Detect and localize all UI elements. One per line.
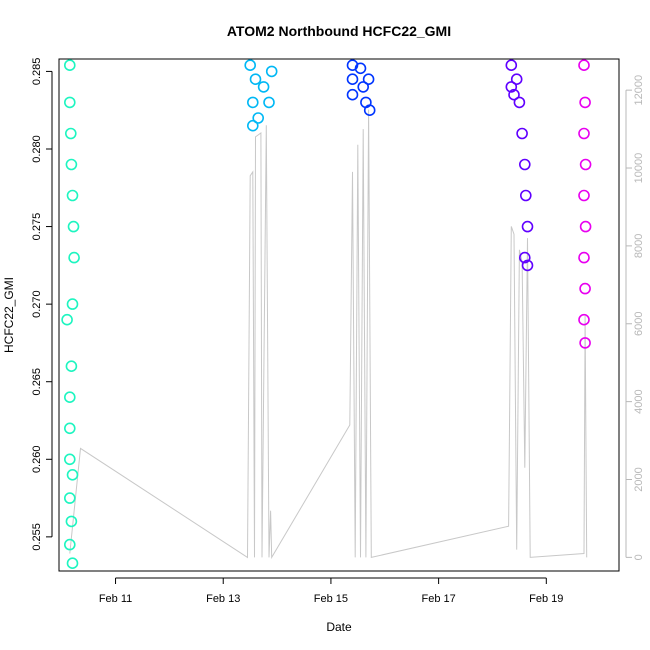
data-point-series-1 (66, 557, 79, 570)
data-point-series-1 (64, 453, 76, 466)
data-point-series-3 (362, 73, 375, 85)
data-point-series-1 (64, 492, 76, 504)
data-point-series-1 (64, 96, 76, 109)
data-point-series-5 (578, 189, 590, 202)
data-point-series-5 (579, 96, 591, 109)
data-point-series-4 (505, 81, 518, 93)
y-tick-label: 0.260 (31, 446, 43, 474)
data-point-series-1 (64, 391, 76, 404)
data-point-series-2 (263, 96, 275, 109)
data-point-series-2 (265, 65, 278, 78)
y2-tick-label: 0 (633, 554, 645, 560)
data-point-series-5 (578, 59, 590, 71)
y2-tick-label: 4000 (633, 389, 645, 413)
y-tick-label: 0.285 (31, 58, 43, 86)
data-point-series-2 (252, 112, 265, 124)
data-point-series-4 (505, 59, 518, 71)
y2-tick-label: 8000 (633, 234, 645, 258)
data-point-series-4 (513, 96, 526, 109)
data-point-series-1 (64, 422, 76, 435)
x-tick-label: Feb 11 (99, 593, 132, 605)
data-point-series-2 (244, 59, 256, 71)
data-point-series-5 (579, 220, 592, 233)
y-tick-label: 0.255 (31, 523, 43, 551)
data-point-series-1 (66, 468, 79, 481)
y-axis: 0.255 0.260 0.265 0.270 0.275 0.280 0.285 (31, 58, 53, 551)
data-point-series-2 (247, 119, 259, 132)
data-point-series-3 (346, 88, 359, 101)
y-axis-label: HCFC22_GMI (2, 277, 16, 353)
y2-tick-label: 12000 (633, 75, 645, 106)
data-points-layer (61, 59, 592, 570)
data-point-series-1 (64, 59, 76, 71)
data-point-series-1 (65, 360, 78, 373)
data-point-series-4 (510, 73, 523, 85)
x-tick-label: Feb 15 (314, 593, 348, 605)
data-point-series-5 (578, 127, 590, 140)
x-axis: Feb 11 Feb 13 Feb 15 Feb 17 Feb 19 (99, 577, 563, 605)
y2-tick-label: 2000 (633, 467, 645, 491)
data-point-series-1 (68, 251, 80, 264)
data-point-series-3 (346, 73, 359, 85)
y-tick-label: 0.275 (31, 213, 43, 241)
data-point-series-4 (518, 251, 531, 264)
altitude-track-line (69, 109, 588, 560)
data-point-series-5 (579, 158, 592, 171)
data-point-series-4 (508, 88, 520, 101)
data-point-series-4 (521, 220, 534, 233)
x-tick-label: Feb 13 (206, 593, 240, 605)
data-point-series-1 (64, 538, 76, 551)
data-point-series-5 (579, 337, 591, 349)
data-point-series-5 (578, 313, 590, 326)
x-tick-label: Feb 17 (421, 593, 455, 605)
data-point-series-1 (61, 313, 73, 326)
data-point-series-1 (66, 298, 79, 310)
data-point-series-1 (65, 158, 78, 171)
data-point-series-5 (578, 251, 590, 264)
data-point-series-1 (65, 127, 77, 140)
data-point-series-2 (257, 81, 270, 93)
y2-tick-label: 6000 (633, 312, 645, 336)
chart-title: ATOM2 Northbound HCFC22_GMI (227, 23, 451, 39)
y-tick-label: 0.280 (31, 135, 43, 163)
y2-tick-label: 10000 (633, 153, 645, 184)
data-point-series-3 (354, 62, 367, 75)
data-point-series-4 (516, 127, 528, 140)
secondary-y-axis: 0 2000 4000 6000 8000 10000 12000 (625, 75, 645, 560)
data-point-series-1 (67, 220, 80, 233)
data-point-series-5 (579, 282, 591, 295)
data-point-series-4 (521, 259, 534, 272)
data-point-series-4 (519, 189, 532, 202)
altitude-track-layer (69, 109, 588, 560)
y-tick-label: 0.270 (31, 290, 43, 318)
data-point-series-4 (518, 158, 531, 171)
plot-frame (58, 58, 620, 572)
x-tick-label: Feb 19 (529, 593, 563, 605)
data-point-series-3 (357, 81, 370, 93)
y-tick-label: 0.265 (31, 368, 43, 396)
x-axis-label: Date (326, 620, 352, 634)
data-point-series-2 (247, 96, 259, 109)
data-point-series-1 (66, 189, 79, 202)
data-point-series-2 (249, 73, 262, 85)
data-point-series-3 (363, 104, 376, 116)
data-point-series-1 (65, 515, 78, 528)
